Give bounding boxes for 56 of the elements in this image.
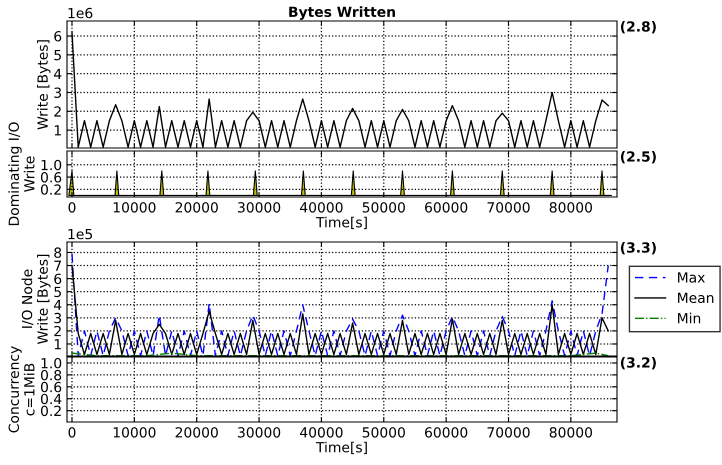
- x-tick-label: 60000: [425, 427, 468, 438]
- legend-label: Max: [678, 272, 705, 283]
- y-tick-label: 0.8: [40, 370, 62, 380]
- x-tick-label: 50000: [362, 427, 405, 438]
- x-tick-label: 0: [68, 202, 76, 213]
- x-tick-label: 30000: [238, 202, 280, 213]
- x-tick-label: 60000: [425, 202, 468, 213]
- text: (2.8): [620, 21, 656, 34]
- y-tick-label: 0.6: [40, 172, 62, 183]
- y-tick-label: 1.0: [42, 358, 62, 368]
- y-tick-label: 2: [54, 106, 61, 117]
- y-tick-label: 2: [54, 326, 61, 336]
- y-tick-label: 4: [54, 68, 62, 79]
- y-tick-label: 8: [54, 247, 62, 258]
- y-axis-title: Write [Bytes]: [37, 40, 51, 130]
- y-axis-title: Dominating I/O Write: [8, 122, 35, 226]
- x-axis-title: Time[s]: [316, 216, 367, 230]
- text: 1e5: [68, 228, 92, 240]
- x-tick-label: 70000: [488, 427, 530, 438]
- y-axis-title: I/O Node Write [Bytes]: [22, 254, 51, 344]
- legend-label: Min: [678, 312, 700, 324]
- x-tick-label: 50000: [362, 202, 405, 213]
- x-tick-label: 70000: [488, 202, 530, 213]
- y-tick-label: 1: [54, 125, 61, 136]
- y-tick-label: 0.2: [40, 406, 61, 416]
- chart-title: Bytes Written: [289, 6, 395, 20]
- x-tick-label: 10000: [114, 202, 156, 213]
- y-tick-label: 7: [54, 260, 61, 271]
- text: (3.2): [620, 357, 656, 370]
- y-tick-label: 4: [54, 300, 62, 310]
- legend-label: Mean: [678, 292, 714, 304]
- y-tick-label: 3: [54, 312, 62, 324]
- y-tick-label: 5: [54, 286, 61, 298]
- x-tick-label: 10000: [114, 427, 156, 438]
- x-tick-label: 20000: [176, 427, 218, 438]
- x-tick-label: 20000: [176, 202, 218, 213]
- y-tick-label: 1: [54, 339, 61, 350]
- y-axis-title: Concurrency c=1MiB: [8, 346, 35, 432]
- text: (2.5): [620, 151, 656, 164]
- y-tick-label: 6: [54, 31, 62, 42]
- x-tick-label: 40000: [300, 427, 343, 438]
- x-tick-label: 40000: [300, 202, 343, 213]
- y-tick-label: 3: [54, 87, 62, 98]
- y-tick-label: 0.6: [40, 382, 62, 392]
- x-tick-label: 30000: [238, 427, 280, 438]
- x-tick-label: 80000: [550, 202, 592, 213]
- x-tick-label: 0: [68, 427, 76, 438]
- x-axis-title: Time[s]: [316, 442, 367, 454]
- text: (3.3): [620, 242, 656, 254]
- y-tick-label: 6: [54, 274, 62, 284]
- y-tick-label: 5: [54, 50, 61, 60]
- y-tick-label: 0.2: [40, 184, 61, 195]
- y-tick-label: 0.4: [40, 394, 62, 404]
- x-tick-label: 80000: [550, 427, 592, 438]
- y-tick-label: 1.0: [42, 160, 62, 170]
- text: 1e6: [68, 8, 92, 18]
